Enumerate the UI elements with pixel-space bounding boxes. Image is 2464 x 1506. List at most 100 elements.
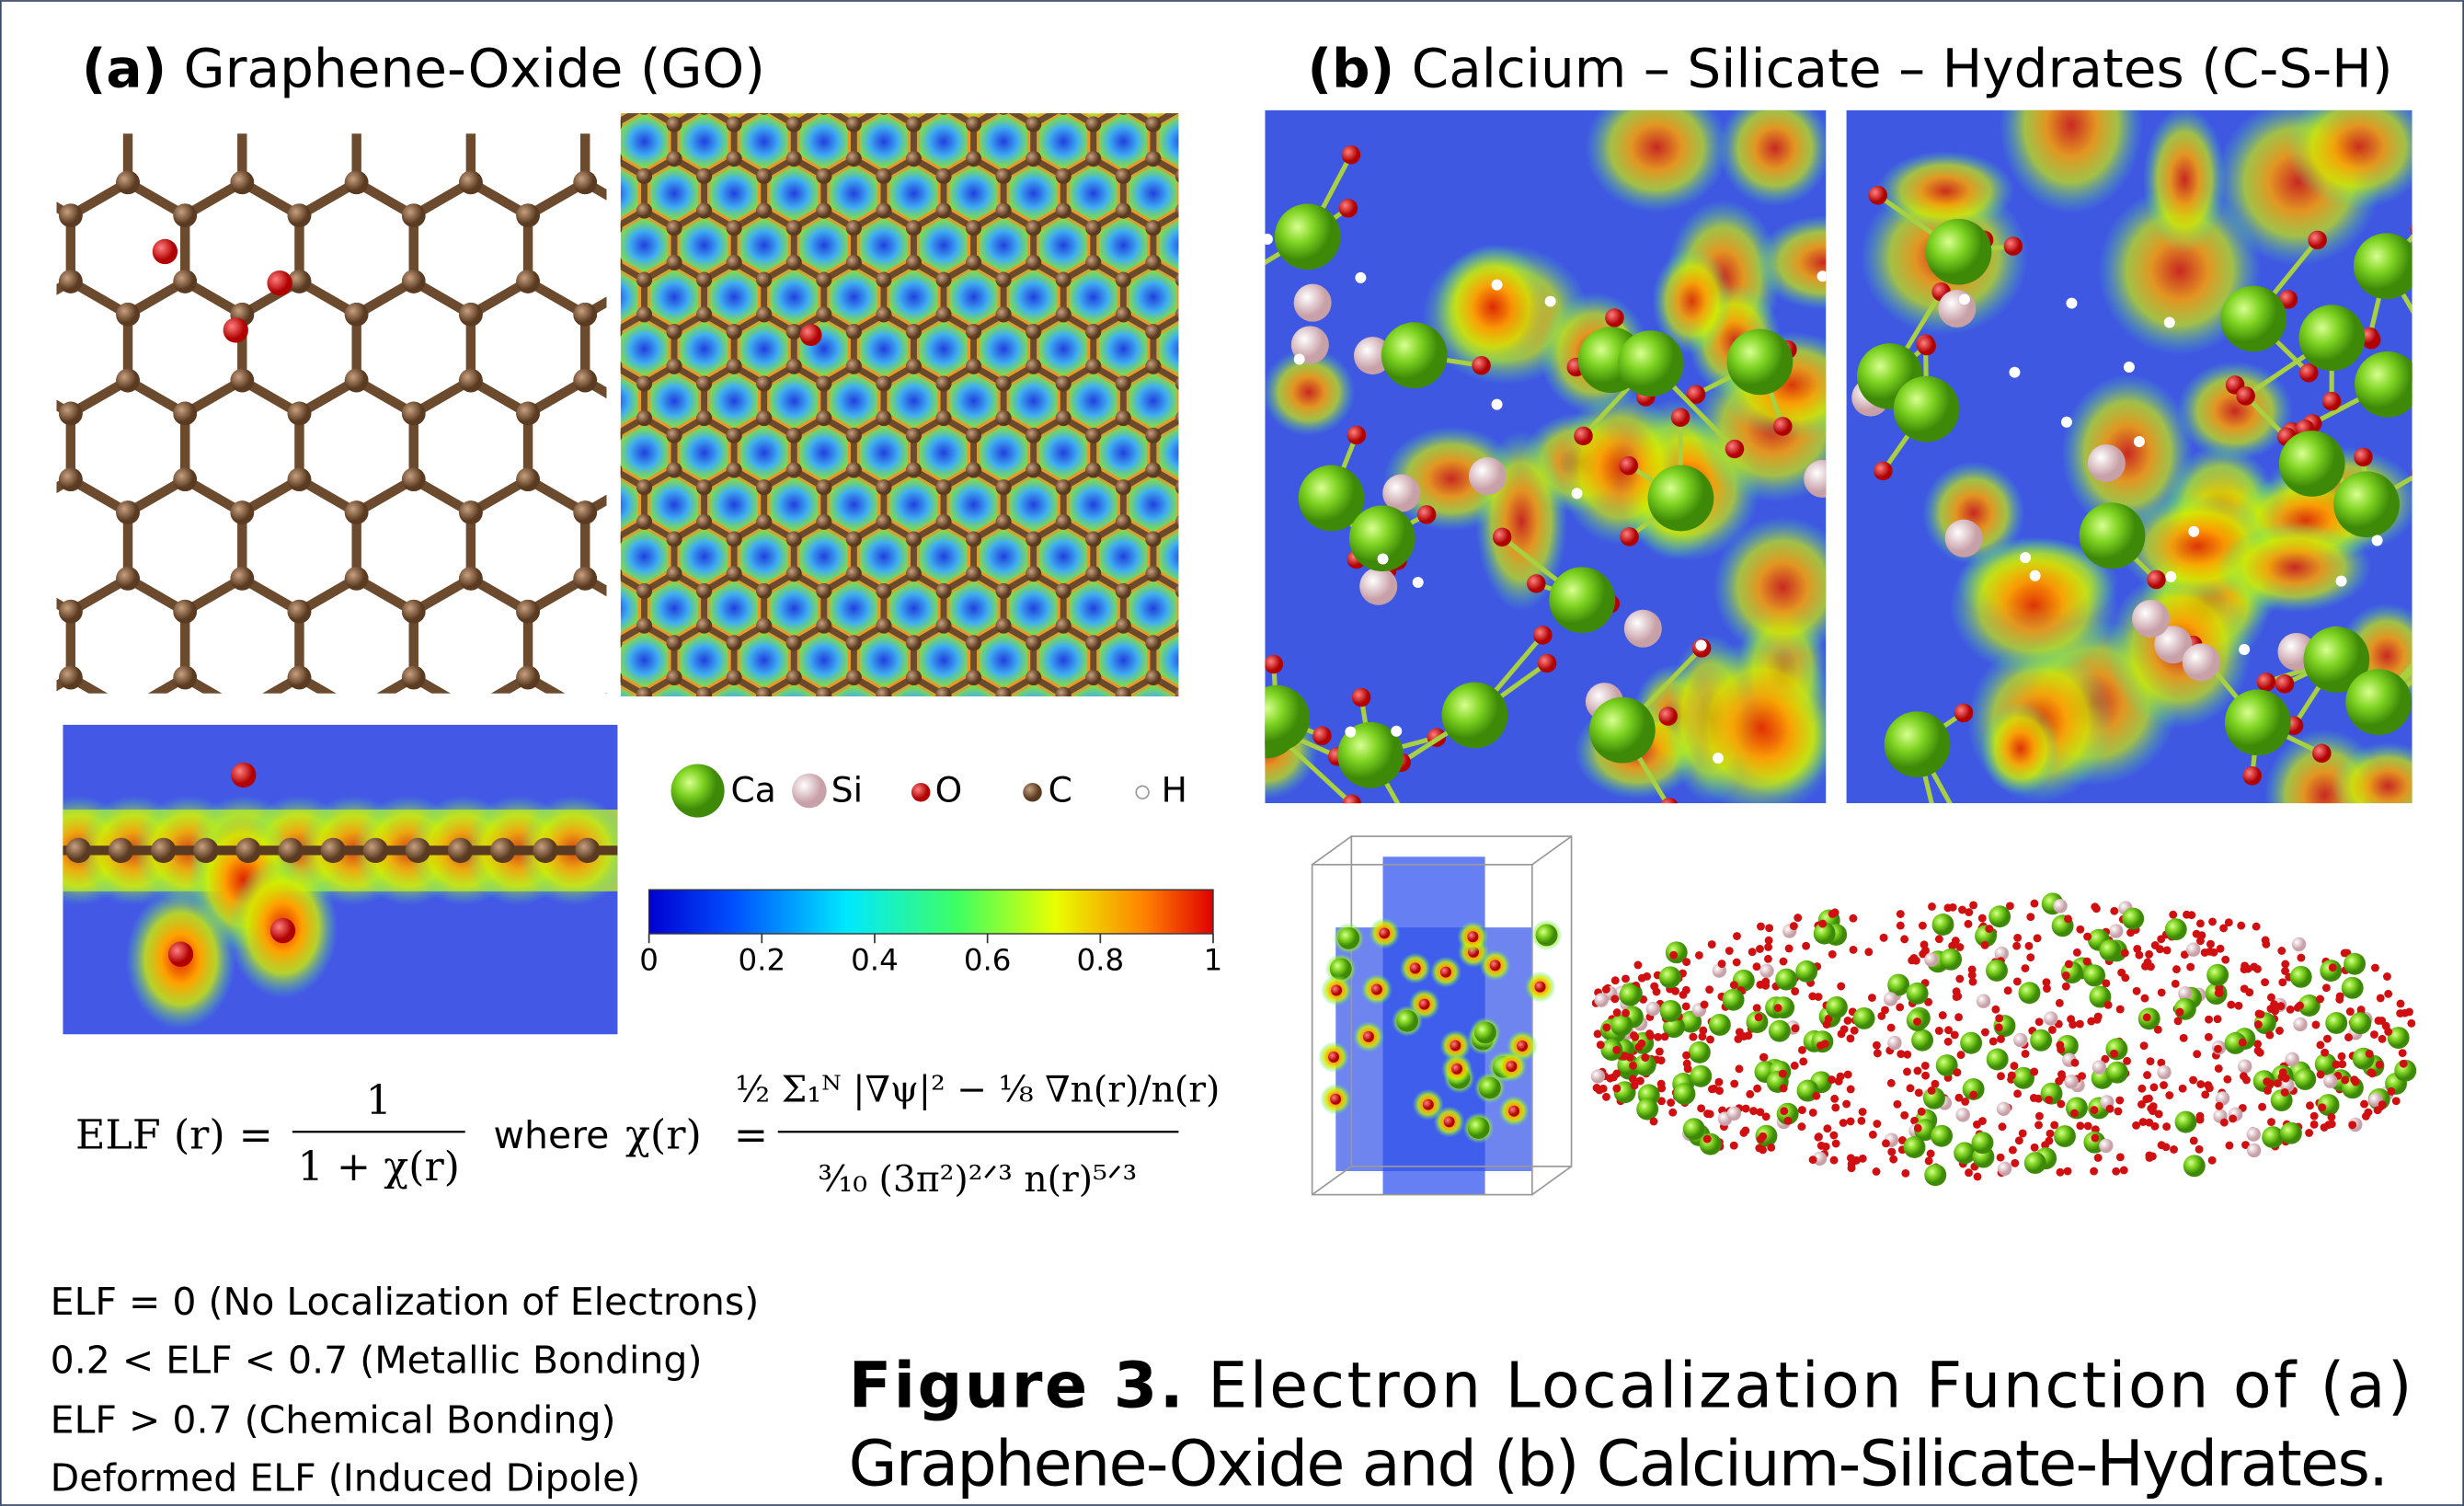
oxygen-atom: [2056, 999, 2064, 1007]
legend-label: Ca: [730, 770, 775, 810]
carbon-atom: [876, 99, 891, 115]
oxygen-atom: [1874, 462, 1893, 481]
carbon-atom: [1116, 272, 1131, 288]
calcium-atom: [2349, 1012, 2371, 1034]
oxygen-atom: [2139, 1118, 2148, 1126]
oxygen-atom: [1908, 956, 1916, 964]
silicon-atom: [2064, 1075, 2078, 1088]
oxygen-atom: [2344, 1033, 2353, 1041]
carbon-atom: [116, 567, 140, 591]
silicon-atom: [2247, 1144, 2261, 1157]
carbon-atom: [606, 117, 622, 132]
formula-text: ELF (r): [75, 1112, 225, 1159]
calcium-atom: [1549, 567, 1615, 633]
carbon-atom: [575, 838, 600, 863]
carbon-atom: [345, 699, 369, 723]
carbon-atom: [606, 635, 622, 650]
oxygen-atom: [1352, 688, 1371, 707]
oxygen-atom: [1517, 1040, 1528, 1052]
oxygen-atom: [1622, 1009, 1630, 1017]
oxygen-atom: [1799, 1057, 1807, 1065]
carbon-atom: [876, 721, 891, 737]
oxygen-atom: [2306, 1101, 2314, 1109]
carbon-atom: [1026, 324, 1041, 339]
oxygen-atom: [2031, 1144, 2039, 1152]
calcium-atom: [1709, 1014, 1731, 1036]
oxygen-atom: [231, 763, 256, 787]
carbon-atom: [786, 635, 802, 650]
carbon-atom: [756, 721, 772, 737]
carbon-atom: [636, 306, 652, 322]
calcium-atom: [1636, 1098, 1658, 1121]
oxygen-atom: [2022, 1050, 2030, 1058]
calcium-atom: [1972, 1132, 1994, 1154]
oxygen-atom: [1774, 1004, 1782, 1012]
oxygen-atom: [2019, 1129, 2027, 1137]
oxygen-atom: [1493, 528, 1512, 547]
oxygen-atom: [1978, 1117, 1987, 1125]
oxygen-atom: [2070, 1109, 2079, 1118]
oxygen-atom: [2162, 1122, 2171, 1131]
carbon-atom: [1056, 168, 1072, 184]
oxygen-atom: [1417, 505, 1437, 524]
oxygen-atom: [2275, 674, 2295, 694]
carbon-atom: [606, 532, 622, 547]
oxygen-atom: [1605, 308, 1624, 328]
silicon-atom: [2088, 444, 2126, 482]
carbon-atom: [816, 272, 831, 288]
carbon-atom: [935, 375, 951, 391]
carbon-atom: [696, 479, 712, 495]
oxygen-atom: [1746, 1090, 1754, 1098]
carbon-atom: [577, 410, 592, 426]
caption-text: Electron Localization Function of (a): [1208, 1350, 2412, 1422]
carbon-atom: [516, 467, 540, 491]
note: 0.2 < ELF < 0.7 (Metallic Bonding): [51, 1338, 703, 1382]
carbon-atom: [116, 105, 140, 129]
carbon-atom: [966, 324, 981, 339]
page: (a) Graphene-Oxide (GO) (b) Calcium – Si…: [0, 0, 2464, 1506]
carbon-atom: [935, 168, 951, 184]
oxygen-atom: [267, 270, 292, 295]
carbon-atom: [906, 428, 922, 443]
oxygen-atom: [2062, 983, 2070, 991]
oxygen-atom: [1809, 1109, 1817, 1117]
oxygen-atom: [1893, 1100, 1901, 1109]
carbon-atom: [688, 699, 712, 723]
oxygen-atom: [1846, 1034, 1854, 1042]
oxygen-atom: [1757, 1135, 1765, 1144]
oxygen-atom: [2172, 965, 2181, 973]
silicon-atom: [1956, 1108, 1970, 1121]
carbon-atom: [1205, 670, 1221, 685]
oxygen-atom: [2265, 1031, 2274, 1040]
carbon-atom: [846, 670, 862, 685]
carbon-atom: [636, 375, 652, 391]
oxygen-atom: [1753, 1085, 1761, 1093]
hydrogen-atom: [1492, 399, 1503, 410]
colorbar-tick-label: 0.2: [738, 943, 785, 978]
oxygen-atom: [1869, 186, 1888, 205]
oxygen-atom: [2310, 1112, 2319, 1121]
oxygen-atom: [1689, 1033, 1697, 1041]
oxygen-atom: [1847, 1117, 1855, 1125]
carbon-atom: [231, 567, 255, 591]
oxygen-atom: [2275, 1027, 2284, 1035]
oxygen-atom: [800, 324, 822, 346]
elf-hole: [1180, 161, 1245, 226]
oxygen-atom: [1981, 941, 1989, 949]
carbon-atom: [1026, 220, 1041, 236]
colorbar-ramp: [649, 890, 1213, 934]
carbon-atom: [2, 303, 26, 327]
carbon-atom: [109, 838, 133, 863]
carbon-atom: [696, 618, 712, 634]
carbon-atom: [606, 462, 622, 477]
oxygen-atom: [1718, 960, 1726, 968]
carbon-atom: [756, 514, 772, 530]
carbon-atom: [636, 272, 652, 288]
silicon-atom: [1977, 994, 1990, 1008]
carbon-atom: [173, 402, 197, 426]
oxygen-atom: [2012, 942, 2021, 950]
oxygen-atom: [2147, 1057, 2155, 1065]
oxygen-atom: [1440, 967, 1451, 978]
oxygen-atom: [1965, 920, 1973, 928]
oxygen-atom: [1828, 1075, 1836, 1084]
